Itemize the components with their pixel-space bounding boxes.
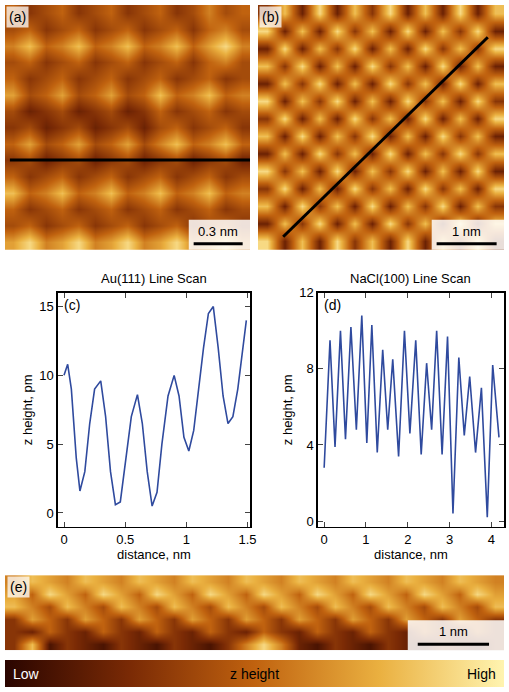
svg-text:4: 4 [307,438,314,453]
svg-text:10: 10 [39,368,53,383]
svg-text:z height, pm: z height, pm [20,374,35,445]
svg-text:0.5: 0.5 [116,532,134,547]
svg-text:0: 0 [60,532,67,547]
svg-text:5: 5 [47,437,54,452]
svg-text:15: 15 [39,299,53,314]
svg-text:1.5: 1.5 [239,532,257,547]
svg-text:(a): (a) [9,9,26,25]
svg-text:z height: z height [230,666,279,682]
svg-text:3: 3 [446,532,453,547]
svg-text:4: 4 [488,532,495,547]
svg-text:2: 2 [404,532,411,547]
svg-text:NaCl(100) Line Scan: NaCl(100) Line Scan [350,271,471,286]
svg-text:8: 8 [307,361,314,376]
svg-text:12: 12 [299,285,313,300]
svg-text:(b): (b) [262,9,279,25]
svg-text:0: 0 [321,532,328,547]
svg-text:Low: Low [13,666,40,682]
svg-text:(e): (e) [10,579,27,595]
svg-text:Au(111) Line Scan: Au(111) Line Scan [101,271,207,286]
svg-text:(c): (c) [64,297,80,313]
svg-text:High: High [467,666,496,682]
svg-text:1: 1 [362,532,369,547]
svg-text:distance, nm: distance, nm [374,547,448,562]
svg-text:1 nm: 1 nm [452,224,481,239]
svg-text:0: 0 [47,506,54,521]
svg-text:(d): (d) [324,297,341,313]
svg-text:0.3 nm: 0.3 nm [198,224,238,239]
svg-text:0: 0 [307,514,314,529]
svg-text:z height, pm: z height, pm [280,374,295,445]
svg-text:1 nm: 1 nm [439,624,468,639]
svg-text:1: 1 [183,532,190,547]
svg-text:distance, nm: distance, nm [117,547,191,562]
